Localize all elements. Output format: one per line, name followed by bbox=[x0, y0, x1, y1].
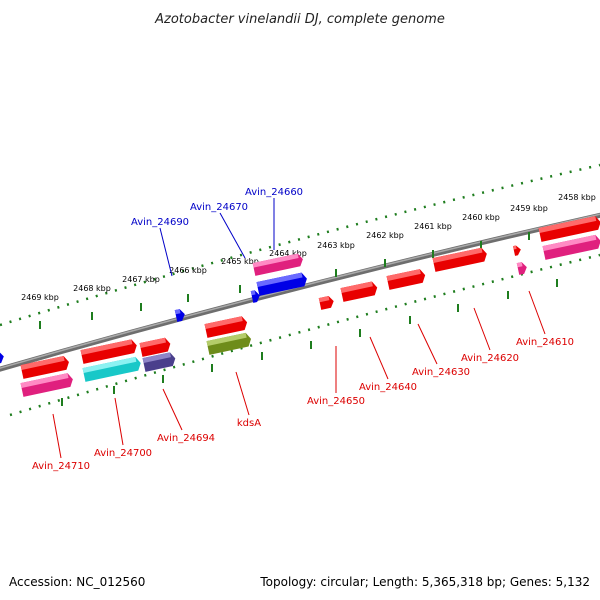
gene-label: Avin_24690 bbox=[131, 217, 189, 228]
gene-label: Avin_24640 bbox=[359, 382, 417, 393]
gene-arrow-highlight bbox=[512, 245, 517, 250]
gene-leader-line bbox=[235, 371, 250, 416]
gene-label: Avin_24610 bbox=[516, 337, 574, 348]
gene-feature bbox=[82, 356, 141, 382]
gene-arrow-highlight bbox=[139, 337, 166, 348]
gene-feature bbox=[256, 272, 307, 296]
gene-arrow-highlight bbox=[252, 253, 299, 268]
gene-arrow-highlight bbox=[538, 216, 597, 233]
gene-feature bbox=[538, 216, 600, 242]
gene-features bbox=[0, 216, 600, 397]
gene-feature bbox=[139, 337, 171, 357]
gene-leader-line bbox=[159, 227, 173, 277]
ruler-ticks bbox=[39, 221, 578, 406]
tick-label: 2458 kbp bbox=[558, 193, 596, 202]
gene-leader-line bbox=[162, 388, 183, 431]
gene-arrow-highlight bbox=[250, 290, 256, 296]
gene-arrow bbox=[0, 351, 4, 364]
gene-feature bbox=[386, 269, 426, 290]
gene-arrow-highlight bbox=[174, 309, 181, 315]
gene-feature bbox=[142, 352, 176, 372]
accession-text: Accession: NC_012560 bbox=[9, 575, 145, 589]
map-title: Azotobacter vinelandii DJ, complete geno… bbox=[154, 12, 445, 27]
tick-label: 2469 kbp bbox=[21, 293, 59, 302]
gene-feature bbox=[250, 290, 260, 303]
gene-feature bbox=[204, 316, 248, 338]
gene-leader-line bbox=[473, 307, 491, 351]
gene-label: Avin_24630 bbox=[412, 367, 470, 378]
gene-feature bbox=[318, 296, 334, 310]
gene-label: Avin_24620 bbox=[461, 353, 519, 364]
gene-leader-line bbox=[219, 212, 246, 259]
gene-arrow-highlight bbox=[142, 352, 171, 363]
gene-arrow-highlight bbox=[516, 262, 523, 268]
gene-arrow-highlight bbox=[206, 332, 247, 346]
tick-label: 2459 kbp bbox=[510, 204, 548, 213]
gene-label: Avin_24660 bbox=[245, 187, 303, 198]
gene-label: Avin_24710 bbox=[32, 461, 90, 472]
gene-label: Avin_24694 bbox=[157, 433, 215, 444]
tick-label: 2463 kbp bbox=[317, 241, 355, 250]
gene-feature bbox=[174, 309, 185, 322]
tick-label: 2462 kbp bbox=[366, 231, 404, 240]
gene-label: Avin_24670 bbox=[190, 202, 248, 213]
gene-arrow-highlight bbox=[20, 373, 69, 388]
topology-text: Topology: circular; Length: 5,365,318 bp… bbox=[259, 575, 590, 589]
gene-leader-line bbox=[528, 290, 546, 335]
gene-feature bbox=[340, 281, 378, 302]
gene-label: Avin_24700 bbox=[94, 448, 152, 459]
gene-label: Avin_24650 bbox=[307, 396, 365, 407]
gene-arrow-highlight bbox=[340, 281, 373, 293]
tick-label: 2465 kbp bbox=[221, 257, 259, 266]
ruler-tick-labels: 2469 kbp 2468 kbp 2467 kbp 2466 kbp 2465 kbp… bbox=[21, 193, 596, 302]
genome-backbone bbox=[0, 212, 600, 372]
gene-arrow-highlight bbox=[82, 356, 137, 373]
gene-label: kdsA bbox=[237, 418, 261, 429]
gene-arrow-highlight bbox=[256, 272, 303, 287]
gene-arrow-highlight bbox=[204, 316, 243, 329]
tick-label: 2467 kbp bbox=[122, 275, 160, 284]
gene-feature bbox=[516, 262, 527, 275]
tick-label: 2461 kbp bbox=[414, 222, 452, 231]
gene-leader-lines bbox=[52, 198, 546, 459]
gene-leader-line bbox=[417, 323, 438, 365]
gene-arrow-highlight bbox=[542, 234, 597, 251]
tick-label: 2460 kbp bbox=[462, 213, 500, 222]
gene-arrow-highlight bbox=[80, 339, 133, 355]
tick-label: 2464 kbp bbox=[269, 249, 307, 258]
gene-feature bbox=[0, 351, 4, 364]
gene-arrow-highlight bbox=[20, 356, 65, 370]
gene-arrow-highlight bbox=[318, 296, 330, 303]
gene-leader-line bbox=[52, 413, 62, 459]
gene-feature bbox=[80, 339, 137, 364]
tick-label: 2466 kbp bbox=[169, 266, 207, 275]
gene-leader-line bbox=[369, 336, 389, 380]
tick-label: 2468 kbp bbox=[73, 284, 111, 293]
gene-arrow-highlight bbox=[432, 247, 483, 263]
gene-feature bbox=[20, 356, 69, 379]
gene-leader-line bbox=[114, 397, 124, 446]
gene-feature bbox=[20, 373, 73, 397]
gene-feature bbox=[252, 253, 303, 276]
gene-feature bbox=[512, 245, 521, 256]
gene-feature bbox=[542, 234, 600, 260]
gene-feature bbox=[206, 332, 252, 355]
gene-arrow-highlight bbox=[386, 269, 421, 281]
gene-feature bbox=[432, 247, 487, 272]
